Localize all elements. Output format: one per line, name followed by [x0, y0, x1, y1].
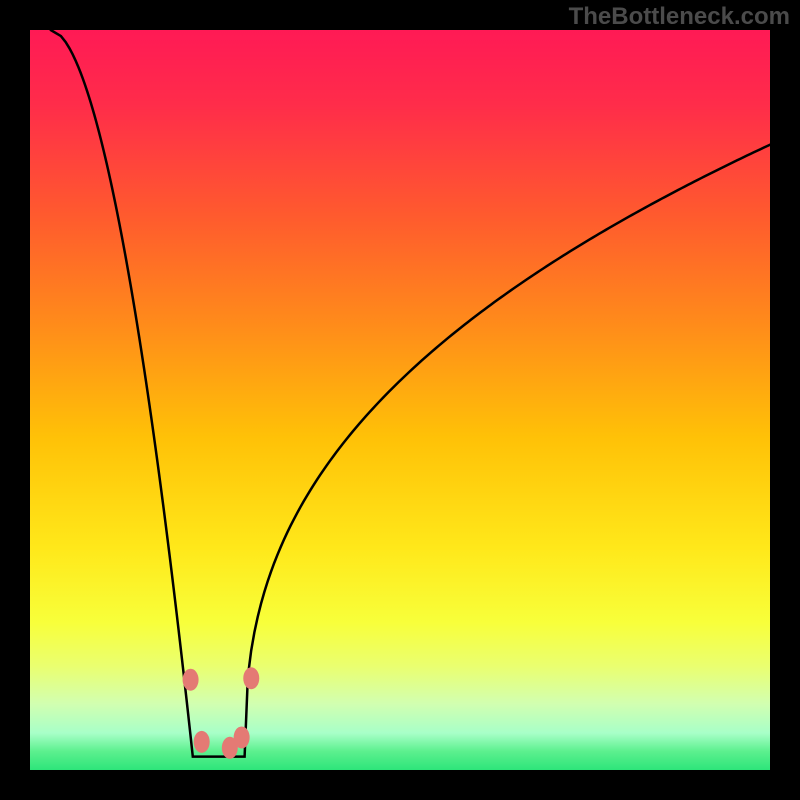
marker-point	[234, 726, 250, 748]
marker-point	[243, 667, 259, 689]
marker-point	[194, 731, 210, 753]
plot-area	[30, 30, 770, 770]
marker-point	[183, 669, 199, 691]
gradient-background	[30, 30, 770, 770]
plot-svg	[30, 30, 770, 770]
watermark-text: TheBottleneck.com	[569, 3, 790, 31]
